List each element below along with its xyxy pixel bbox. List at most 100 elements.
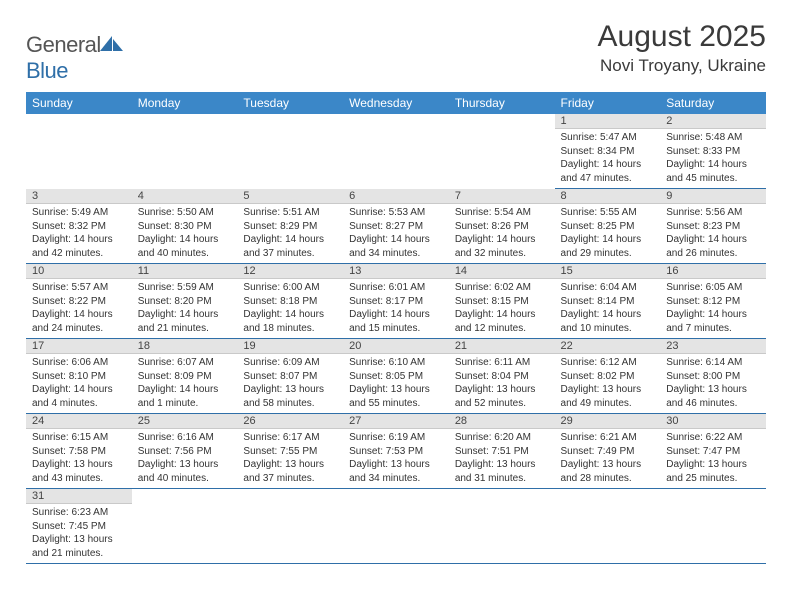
day-number-cell: 5 [237, 189, 343, 204]
sunset-text: Sunset: 8:12 PM [666, 295, 760, 309]
daylight-text: Daylight: 14 hours and 42 minutes. [32, 233, 126, 260]
sunrise-text: Sunrise: 5:57 AM [32, 281, 126, 295]
daylight-text: Daylight: 13 hours and 21 minutes. [32, 533, 126, 560]
day-number-row: 24252627282930 [26, 414, 766, 429]
weekday-header: Sunday [26, 92, 132, 114]
sunset-text: Sunset: 8:27 PM [349, 220, 443, 234]
sunrise-text: Sunrise: 6:22 AM [666, 431, 760, 445]
sunset-text: Sunset: 8:00 PM [666, 370, 760, 384]
sunrise-text: Sunrise: 6:06 AM [32, 356, 126, 370]
daylight-text: Daylight: 14 hours and 32 minutes. [455, 233, 549, 260]
day-detail-cell: Sunrise: 6:07 AMSunset: 8:09 PMDaylight:… [132, 354, 238, 414]
sunrise-text: Sunrise: 5:51 AM [243, 206, 337, 220]
day-detail-cell [343, 129, 449, 189]
sunset-text: Sunset: 7:55 PM [243, 445, 337, 459]
day-number-cell: 4 [132, 189, 238, 204]
day-detail-row: Sunrise: 6:23 AMSunset: 7:45 PMDaylight:… [26, 504, 766, 564]
sunrise-text: Sunrise: 6:04 AM [561, 281, 655, 295]
day-detail-cell: Sunrise: 6:23 AMSunset: 7:45 PMDaylight:… [26, 504, 132, 564]
day-detail-cell [449, 504, 555, 564]
day-number-cell: 27 [343, 414, 449, 429]
day-number-cell: 30 [660, 414, 766, 429]
weekday-header-row: SundayMondayTuesdayWednesdayThursdayFrid… [26, 92, 766, 114]
day-detail-cell: Sunrise: 5:48 AMSunset: 8:33 PMDaylight:… [660, 129, 766, 189]
day-detail-cell: Sunrise: 6:22 AMSunset: 7:47 PMDaylight:… [660, 429, 766, 489]
day-number-cell: 8 [555, 189, 661, 204]
day-detail-cell [660, 504, 766, 564]
day-detail-cell: Sunrise: 5:50 AMSunset: 8:30 PMDaylight:… [132, 204, 238, 264]
sunrise-text: Sunrise: 6:11 AM [455, 356, 549, 370]
sunset-text: Sunset: 8:18 PM [243, 295, 337, 309]
sunrise-text: Sunrise: 6:19 AM [349, 431, 443, 445]
day-number-cell [343, 114, 449, 129]
day-detail-cell: Sunrise: 5:54 AMSunset: 8:26 PMDaylight:… [449, 204, 555, 264]
daylight-text: Daylight: 14 hours and 12 minutes. [455, 308, 549, 335]
sunrise-text: Sunrise: 5:48 AM [666, 131, 760, 145]
sunset-text: Sunset: 8:32 PM [32, 220, 126, 234]
day-number-cell: 17 [26, 339, 132, 354]
sunrise-text: Sunrise: 6:14 AM [666, 356, 760, 370]
daylight-text: Daylight: 13 hours and 58 minutes. [243, 383, 337, 410]
day-detail-row: Sunrise: 6:15 AMSunset: 7:58 PMDaylight:… [26, 429, 766, 489]
sunset-text: Sunset: 8:05 PM [349, 370, 443, 384]
daylight-text: Daylight: 13 hours and 25 minutes. [666, 458, 760, 485]
day-number-cell: 23 [660, 339, 766, 354]
daylight-text: Daylight: 14 hours and 47 minutes. [561, 158, 655, 185]
day-number-cell [660, 489, 766, 504]
weekday-header: Saturday [660, 92, 766, 114]
day-number-cell: 21 [449, 339, 555, 354]
sunset-text: Sunset: 8:07 PM [243, 370, 337, 384]
sunset-text: Sunset: 8:14 PM [561, 295, 655, 309]
day-number-cell [132, 489, 238, 504]
daylight-text: Daylight: 14 hours and 18 minutes. [243, 308, 337, 335]
sunrise-text: Sunrise: 6:16 AM [138, 431, 232, 445]
day-detail-cell: Sunrise: 6:14 AMSunset: 8:00 PMDaylight:… [660, 354, 766, 414]
sunrise-text: Sunrise: 5:59 AM [138, 281, 232, 295]
sunset-text: Sunset: 7:49 PM [561, 445, 655, 459]
sunset-text: Sunset: 7:58 PM [32, 445, 126, 459]
daylight-text: Daylight: 13 hours and 34 minutes. [349, 458, 443, 485]
day-detail-cell: Sunrise: 6:10 AMSunset: 8:05 PMDaylight:… [343, 354, 449, 414]
sunset-text: Sunset: 8:29 PM [243, 220, 337, 234]
day-detail-cell: Sunrise: 6:20 AMSunset: 7:51 PMDaylight:… [449, 429, 555, 489]
sunrise-text: Sunrise: 6:00 AM [243, 281, 337, 295]
sunset-text: Sunset: 8:17 PM [349, 295, 443, 309]
sunrise-text: Sunrise: 6:02 AM [455, 281, 549, 295]
day-detail-cell: Sunrise: 5:51 AMSunset: 8:29 PMDaylight:… [237, 204, 343, 264]
calendar-table: SundayMondayTuesdayWednesdayThursdayFrid… [26, 92, 766, 564]
weekday-header: Tuesday [237, 92, 343, 114]
day-detail-cell [237, 129, 343, 189]
day-number-cell: 16 [660, 264, 766, 279]
sunrise-text: Sunrise: 5:49 AM [32, 206, 126, 220]
day-number-cell: 18 [132, 339, 238, 354]
day-number-cell: 31 [26, 489, 132, 504]
day-detail-cell: Sunrise: 5:49 AMSunset: 8:32 PMDaylight:… [26, 204, 132, 264]
day-detail-cell: Sunrise: 6:11 AMSunset: 8:04 PMDaylight:… [449, 354, 555, 414]
sunset-text: Sunset: 7:53 PM [349, 445, 443, 459]
day-detail-cell: Sunrise: 6:16 AMSunset: 7:56 PMDaylight:… [132, 429, 238, 489]
sunset-text: Sunset: 8:25 PM [561, 220, 655, 234]
sunset-text: Sunset: 7:56 PM [138, 445, 232, 459]
sunset-text: Sunset: 8:30 PM [138, 220, 232, 234]
day-detail-row: Sunrise: 5:47 AMSunset: 8:34 PMDaylight:… [26, 129, 766, 189]
day-number-cell: 14 [449, 264, 555, 279]
day-detail-cell: Sunrise: 5:56 AMSunset: 8:23 PMDaylight:… [660, 204, 766, 264]
day-number-cell: 9 [660, 189, 766, 204]
day-number-cell: 1 [555, 114, 661, 129]
day-detail-cell: Sunrise: 6:17 AMSunset: 7:55 PMDaylight:… [237, 429, 343, 489]
day-detail-cell [26, 129, 132, 189]
sunrise-text: Sunrise: 5:55 AM [561, 206, 655, 220]
daylight-text: Daylight: 14 hours and 29 minutes. [561, 233, 655, 260]
sunset-text: Sunset: 8:23 PM [666, 220, 760, 234]
daylight-text: Daylight: 13 hours and 31 minutes. [455, 458, 549, 485]
daylight-text: Daylight: 14 hours and 40 minutes. [138, 233, 232, 260]
daylight-text: Daylight: 13 hours and 55 minutes. [349, 383, 443, 410]
sunset-text: Sunset: 8:15 PM [455, 295, 549, 309]
day-number-row: 31 [26, 489, 766, 504]
day-detail-cell: Sunrise: 6:19 AMSunset: 7:53 PMDaylight:… [343, 429, 449, 489]
daylight-text: Daylight: 14 hours and 1 minute. [138, 383, 232, 410]
day-number-cell: 2 [660, 114, 766, 129]
weekday-header: Friday [555, 92, 661, 114]
day-number-cell: 11 [132, 264, 238, 279]
daylight-text: Daylight: 13 hours and 43 minutes. [32, 458, 126, 485]
